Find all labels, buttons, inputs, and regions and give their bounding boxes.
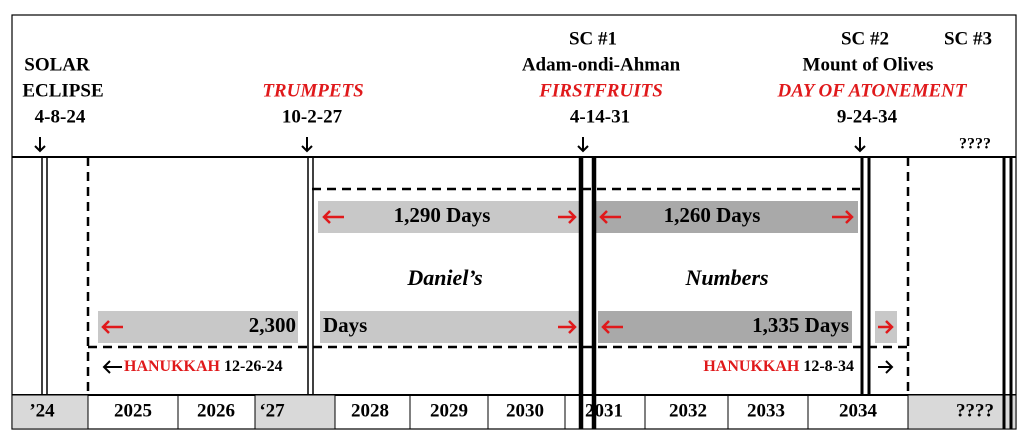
year-label: 2028: [351, 400, 389, 421]
hanukkah-date: 12-26-24: [224, 358, 283, 375]
years: ’24 2025 2026 ‘27 2028 2029 2030 2031 2032 2033 20…: [29, 400, 994, 421]
label: 4-8-24: [35, 106, 86, 127]
black-arrows: [34, 137, 894, 374]
year-label: 2029: [430, 400, 468, 421]
period-label: 1,335 Days: [752, 313, 849, 337]
year-label: 2030: [506, 400, 544, 421]
year-label: 2032: [669, 400, 707, 421]
hanukkah-name: HANUKKAH: [124, 358, 221, 375]
year-label: 2025: [114, 400, 152, 421]
period-label: Days: [323, 313, 367, 337]
year-label: 2026: [197, 400, 235, 421]
period-label: 1,260 Days: [664, 203, 761, 227]
label: SOLAR: [24, 54, 90, 75]
label: TRUMPETS: [262, 80, 363, 101]
label: SC #1: [569, 28, 617, 49]
hanukkah-label: HANUKKAH 12-26-24: [124, 358, 283, 375]
frame: [11, 14, 1017, 430]
label: 4-14-31: [570, 106, 630, 127]
label: ECLIPSE: [22, 80, 103, 101]
label: DAY OF ATONEMENT: [777, 80, 968, 101]
year-row: [11, 394, 1017, 430]
year-label: ????: [956, 400, 994, 421]
label: Adam-ondi-Ahman: [522, 54, 681, 75]
red-arrows: [101, 210, 894, 334]
label: ????: [959, 136, 991, 153]
label: 9-24-34: [837, 106, 898, 127]
year-label: 2034: [839, 400, 878, 421]
year-label: ’24: [29, 400, 55, 421]
label: Mount of Olives: [803, 54, 934, 75]
dashed-lines: [86, 157, 910, 395]
label: FIRSTFRUITS: [538, 80, 663, 101]
hanukkah-label: HANUKKAH 12-8-34: [703, 358, 854, 375]
label: 10-2-27: [282, 106, 343, 127]
period-label: 2,300: [249, 313, 296, 337]
hanukkah-name: HANUKKAH: [703, 358, 800, 375]
hanukkah-date: 12-8-34: [803, 358, 854, 375]
period-label: Numbers: [684, 265, 768, 290]
period-label: 1,290 Days: [394, 203, 491, 227]
event-lines: [41, 157, 1013, 429]
year-label: 2033: [747, 400, 785, 421]
period-label: Daniel’s: [406, 265, 482, 290]
period-bars: [98, 201, 897, 343]
label: SC #3: [944, 28, 992, 49]
year-label: 2031: [585, 400, 623, 421]
label: SC #2: [841, 28, 889, 49]
year-label: ‘27: [259, 400, 285, 421]
